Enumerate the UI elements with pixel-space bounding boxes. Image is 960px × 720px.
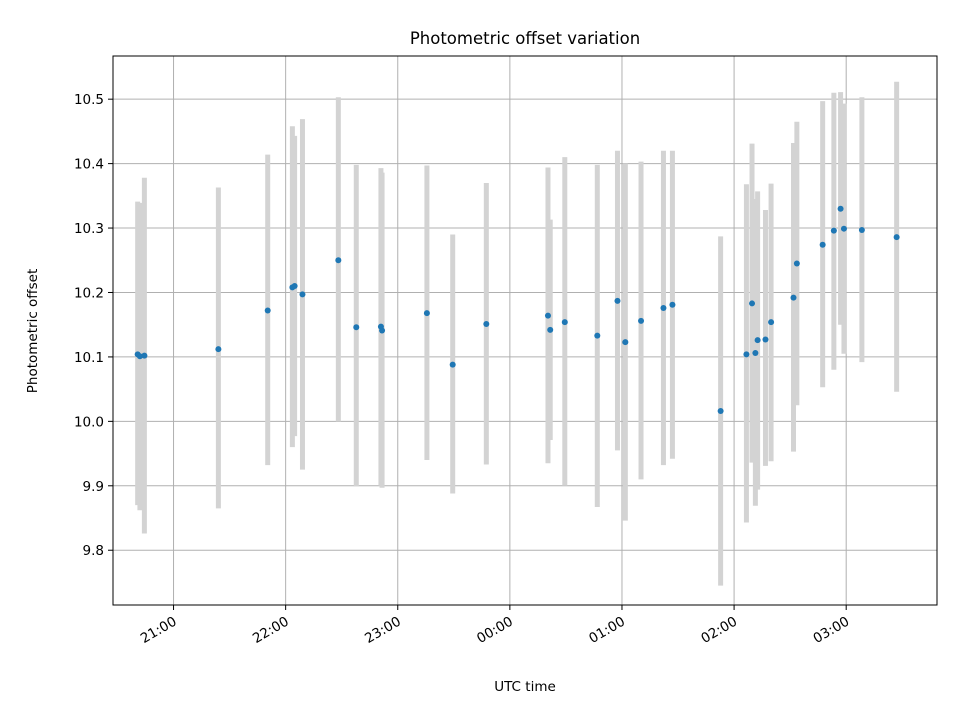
- data-point: [717, 408, 724, 415]
- data-point: [790, 294, 797, 301]
- data-point: [622, 339, 629, 346]
- data-point: [544, 312, 551, 319]
- data-points: [134, 205, 900, 415]
- data-point: [669, 301, 676, 308]
- data-point: [335, 257, 342, 264]
- plot-frame: [112, 55, 938, 606]
- y-tick-label: 9.8: [83, 543, 104, 559]
- data-point: [561, 319, 568, 326]
- data-point: [660, 304, 667, 311]
- y-tick-label: 10.0: [74, 414, 104, 430]
- y-tick-label: 10.4: [74, 157, 104, 173]
- data-point: [299, 291, 306, 298]
- data-point: [830, 227, 837, 234]
- grid: [113, 56, 937, 605]
- y-tick-label: 10.2: [74, 285, 104, 301]
- data-point: [594, 332, 601, 339]
- data-point: [483, 321, 490, 328]
- data-point: [547, 326, 554, 333]
- data-point: [793, 260, 800, 267]
- data-point: [837, 205, 844, 212]
- y-tick-label: 9.9: [83, 479, 104, 495]
- data-point: [136, 353, 143, 360]
- data-point: [215, 346, 222, 353]
- data-point: [141, 352, 148, 359]
- y-tick-label: 10.1: [74, 350, 104, 366]
- chart-title: Photometric offset variation: [410, 29, 640, 48]
- data-point: [754, 337, 761, 344]
- data-point: [762, 336, 769, 343]
- data-point: [768, 319, 775, 326]
- y-tick-label: 10.3: [74, 221, 104, 237]
- data-point: [614, 297, 621, 304]
- x-axis-label: UTC time: [494, 679, 556, 695]
- data-point: [840, 225, 847, 232]
- y-axis-label: Photometric offset: [25, 269, 41, 393]
- data-point: [819, 241, 826, 248]
- data-point: [638, 317, 645, 324]
- data-point: [264, 307, 271, 314]
- data-point: [353, 324, 360, 331]
- data-point: [743, 351, 750, 358]
- y-tick-label: 10.5: [74, 92, 104, 108]
- data-point: [749, 300, 756, 307]
- data-point: [291, 283, 298, 290]
- data-point: [858, 226, 865, 233]
- data-point: [379, 327, 386, 334]
- data-point: [893, 234, 900, 241]
- data-point: [423, 310, 430, 317]
- data-point: [449, 361, 456, 368]
- data-point: [752, 350, 759, 357]
